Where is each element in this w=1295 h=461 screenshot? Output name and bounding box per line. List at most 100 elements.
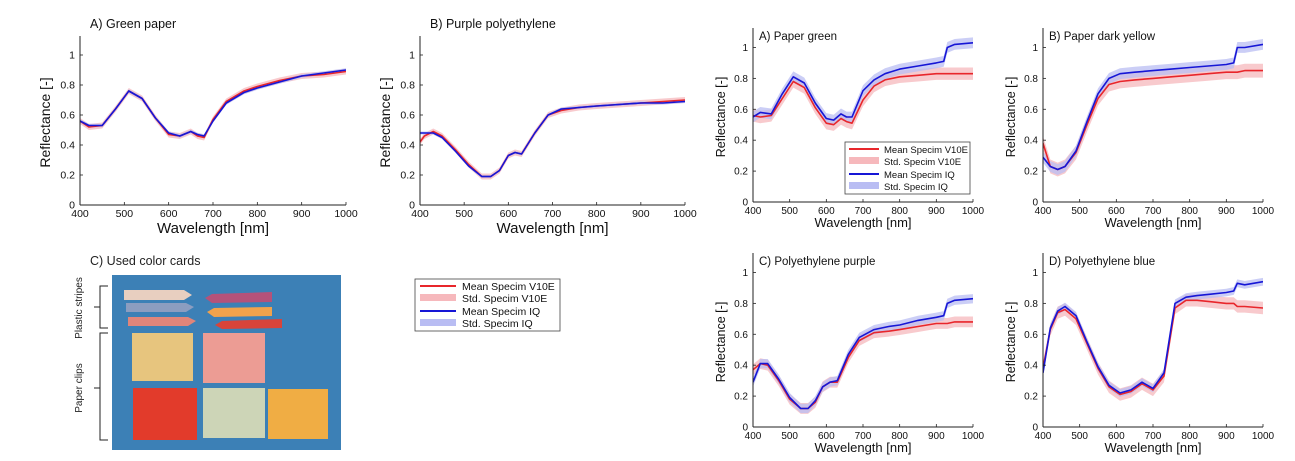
x-tick-label: 400 bbox=[1035, 206, 1052, 217]
x-tick-label: 900 bbox=[928, 206, 945, 217]
y-tick-label: 1 bbox=[409, 50, 415, 62]
paper-clip-3 bbox=[133, 388, 197, 440]
legend-label-mean-iq: Mean Specim IQ bbox=[462, 306, 540, 318]
y-tick-label: 0.8 bbox=[400, 80, 415, 92]
std-band-iq bbox=[420, 100, 685, 178]
y-tick-label: 0.6 bbox=[1024, 330, 1038, 341]
plot-area bbox=[420, 97, 685, 180]
y-tick-label: 0 bbox=[409, 200, 415, 212]
x-tick-label: 400 bbox=[71, 208, 89, 220]
x-tick-label: 400 bbox=[411, 208, 429, 220]
paper-clip-5 bbox=[268, 389, 328, 439]
y-tick-label: 0.8 bbox=[1024, 299, 1038, 310]
x-tick-label: 500 bbox=[1071, 431, 1088, 442]
y-tick-label: 0.2 bbox=[734, 167, 748, 178]
y-tick-label: 0.4 bbox=[400, 140, 415, 152]
legend-inset-swatch-std-iq bbox=[849, 182, 879, 189]
x-tick-label: 500 bbox=[781, 206, 798, 217]
y-tick-label: 0.6 bbox=[1024, 105, 1038, 116]
y-tick-label: 0.2 bbox=[1024, 392, 1038, 403]
x-axis-label: Wavelength [nm] bbox=[814, 215, 911, 230]
x-tick-label: 500 bbox=[1071, 206, 1088, 217]
x-tick-label: 900 bbox=[1218, 431, 1235, 442]
y-tick-label: 0.8 bbox=[734, 74, 748, 85]
legend-label-mean-v10e: Mean Specim V10E bbox=[462, 281, 555, 293]
x-tick-label: 800 bbox=[588, 208, 606, 220]
x-tick-label: 1000 bbox=[673, 208, 697, 220]
stripe-1 bbox=[124, 290, 192, 300]
y-axis-label: Reflectance [-] bbox=[37, 77, 53, 167]
legend-main: Mean Specim V10E Std. Specim V10E Mean S… bbox=[414, 278, 561, 332]
x-tick-label: 1000 bbox=[962, 206, 985, 217]
x-tick-label: 500 bbox=[455, 208, 473, 220]
x-tick-label: 500 bbox=[116, 208, 134, 220]
x-tick-label: 400 bbox=[745, 206, 762, 217]
std-band-v10e bbox=[1043, 294, 1263, 401]
std-band-iq bbox=[1043, 39, 1263, 175]
x-tick-label: 500 bbox=[781, 431, 798, 442]
stripe-5 bbox=[207, 307, 272, 317]
x-tick-label: 700 bbox=[1145, 206, 1162, 217]
x-axis-label: Wavelength [nm] bbox=[157, 220, 269, 237]
std-band-v10e bbox=[80, 68, 346, 141]
y-tick-label: 0 bbox=[742, 198, 748, 209]
legend-swatch-std-iq bbox=[420, 319, 456, 326]
paper-clip-1 bbox=[132, 333, 193, 381]
chart-green_paper: 400 500 600 700 800 900 1000 0 0.2 0.4 0.6 0.8 1 A) G… bbox=[37, 17, 358, 237]
chart-polyethylene_purple: 400 500 600 700 800 900 1000 0 0.2 0.4 0.6 0.8 1 C) P… bbox=[714, 253, 985, 455]
chart-title: A) Paper green bbox=[759, 31, 837, 43]
chart-title: D) Polyethylene blue bbox=[1049, 256, 1155, 268]
y-axis-label: Reflectance [-] bbox=[1004, 77, 1018, 158]
y-tick-label: 1 bbox=[742, 268, 748, 279]
x-tick-label: 900 bbox=[632, 208, 650, 220]
y-tick-label: 0.4 bbox=[1024, 361, 1038, 372]
plot-area bbox=[80, 68, 346, 141]
x-tick-label: 1000 bbox=[1252, 206, 1275, 217]
legend-inset: Mean Specim V10E Std. Specim V10E Mean S… bbox=[844, 141, 971, 195]
x-tick-label: 400 bbox=[1035, 431, 1052, 442]
mean-line-iq bbox=[420, 100, 685, 178]
std-band-iq bbox=[753, 294, 973, 414]
y-tick-label: 1 bbox=[1032, 268, 1038, 279]
mean-line-iq bbox=[1043, 280, 1263, 394]
x-axis-label: Wavelength [nm] bbox=[497, 220, 609, 237]
x-tick-label: 600 bbox=[1108, 431, 1125, 442]
mean-line-iq bbox=[80, 69, 346, 137]
y-axis-label: Reflectance [-] bbox=[714, 77, 728, 158]
x-tick-label: 600 bbox=[500, 208, 518, 220]
legend-label-std-v10e: Std. Specim V10E bbox=[462, 293, 547, 305]
y-tick-label: 1 bbox=[69, 50, 75, 62]
legend-inset-swatch-std-v10e bbox=[849, 157, 879, 164]
mean-line-iq bbox=[753, 42, 973, 121]
plot-area bbox=[1043, 39, 1263, 177]
x-tick-label: 1000 bbox=[334, 208, 358, 220]
photo-title: C) Used color cards bbox=[90, 254, 200, 268]
y-axis-label: Reflectance [-] bbox=[1004, 302, 1018, 383]
label-plastic-stripes: Plastic stripes bbox=[74, 277, 85, 339]
chart-purple_pe: 400 500 600 700 800 900 1000 0 0.2 0.4 0.6 0.8 1 B) P… bbox=[377, 17, 697, 237]
y-axis-label: Reflectance [-] bbox=[377, 77, 393, 167]
std-band-v10e bbox=[1043, 63, 1263, 177]
x-tick-label: 700 bbox=[855, 206, 872, 217]
x-tick-label: 800 bbox=[1181, 206, 1198, 217]
x-tick-label: 800 bbox=[249, 208, 267, 220]
x-axis-label: Wavelength [nm] bbox=[1104, 215, 1201, 230]
y-tick-label: 1 bbox=[742, 43, 748, 54]
y-tick-label: 1 bbox=[1032, 43, 1038, 54]
y-tick-label: 0.6 bbox=[734, 105, 748, 116]
plot-area bbox=[753, 37, 973, 131]
stripe-6 bbox=[215, 319, 282, 329]
y-tick-label: 0.2 bbox=[60, 170, 75, 182]
mean-line-v10e bbox=[1043, 299, 1263, 396]
x-tick-label: 600 bbox=[1108, 206, 1125, 217]
color-cards-photo bbox=[112, 275, 341, 450]
y-tick-label: 0.6 bbox=[400, 110, 415, 122]
std-band-v10e bbox=[420, 97, 685, 180]
x-tick-label: 800 bbox=[891, 431, 908, 442]
x-tick-label: 900 bbox=[1218, 206, 1235, 217]
stripe-4 bbox=[205, 292, 272, 303]
y-tick-label: 0.2 bbox=[734, 392, 748, 403]
legend-swatch-std-v10e bbox=[420, 294, 456, 301]
mean-line-v10e bbox=[753, 72, 973, 126]
